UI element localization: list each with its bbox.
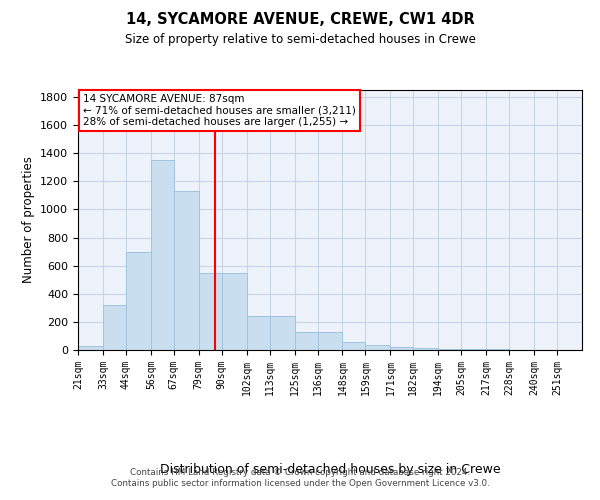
Text: Contains HM Land Registry data © Crown copyright and database right 2024.
Contai: Contains HM Land Registry data © Crown c… — [110, 468, 490, 487]
Text: 14, SYCAMORE AVENUE, CREWE, CW1 4DR: 14, SYCAMORE AVENUE, CREWE, CW1 4DR — [125, 12, 475, 28]
Bar — [365, 345, 391, 350]
Bar — [413, 348, 438, 350]
Bar — [78, 346, 103, 350]
Bar — [343, 342, 365, 350]
Bar — [461, 349, 486, 350]
Bar — [247, 316, 269, 350]
Bar — [317, 332, 343, 350]
Bar — [126, 252, 151, 350]
Bar — [391, 347, 413, 350]
Text: Distribution of semi-detached houses by size in Crewe: Distribution of semi-detached houses by … — [160, 464, 500, 476]
Bar — [438, 348, 461, 350]
Text: Size of property relative to semi-detached houses in Crewe: Size of property relative to semi-detach… — [125, 32, 475, 46]
Y-axis label: Number of properties: Number of properties — [22, 156, 35, 284]
Bar — [199, 272, 222, 350]
Bar — [151, 160, 174, 350]
Text: 14 SYCAMORE AVENUE: 87sqm
← 71% of semi-detached houses are smaller (3,211)
28% : 14 SYCAMORE AVENUE: 87sqm ← 71% of semi-… — [83, 94, 356, 127]
Bar — [269, 316, 295, 350]
Bar — [295, 332, 317, 350]
Bar — [103, 305, 126, 350]
Bar — [222, 272, 247, 350]
Bar — [174, 191, 199, 350]
